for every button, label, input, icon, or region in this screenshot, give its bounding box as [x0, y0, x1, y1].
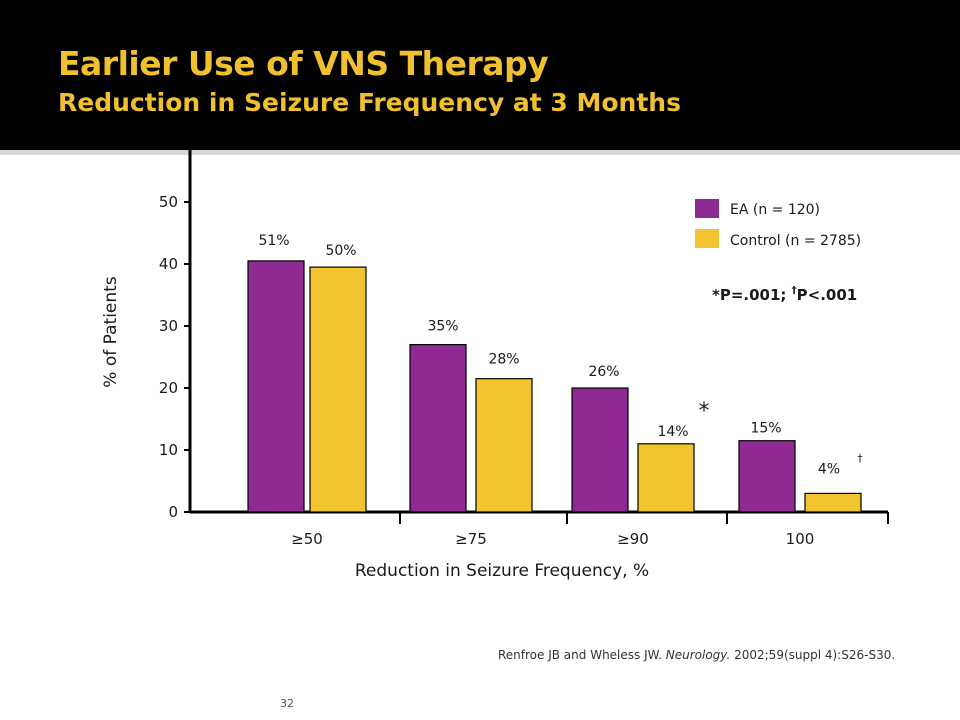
- bar-value-label: 51%: [258, 233, 289, 249]
- bar-value-label: 15%: [750, 421, 781, 437]
- y-axis-label: % of Patients: [101, 276, 121, 388]
- x-axis-label: Reduction in Seizure Frequency, %: [355, 561, 649, 581]
- citation: Renfroe JB and Wheless JW. Neurology. 20…: [498, 648, 895, 662]
- legend-label-ea: EA (n = 120): [730, 202, 820, 218]
- title-divider: [0, 150, 960, 155]
- page-number: 32: [280, 697, 294, 710]
- bar-value-label: 28%: [488, 352, 519, 368]
- significance-marker: †: [857, 452, 863, 465]
- x-tick-label: ≥75: [455, 530, 487, 548]
- x-tick-label: ≥90: [617, 530, 649, 548]
- bar-control: [475, 378, 533, 513]
- y-tick-label: 10: [159, 441, 178, 459]
- p-value-annotation: *P=.001; †P<.001: [712, 285, 857, 304]
- citation-authors: Renfroe JB and Wheless JW.: [498, 648, 666, 662]
- significance-marker: *: [699, 399, 710, 424]
- legend-swatch-ea: [695, 199, 719, 218]
- y-tick-label: 30: [159, 317, 178, 335]
- y-tick-label: 40: [159, 255, 178, 273]
- x-tick-label: ≥50: [291, 530, 323, 548]
- y-tick-label: 0: [168, 503, 178, 521]
- citation-journal: Neurology.: [665, 648, 731, 662]
- x-tick-label: 100: [786, 530, 815, 548]
- citation-details: 2002;59(suppl 4):S26-S30.: [730, 648, 896, 662]
- slide-subtitle: Reduction in Seizure Frequency at 3 Mont…: [58, 88, 681, 117]
- y-tick-label: 20: [159, 379, 178, 397]
- title-banner: [0, 0, 960, 150]
- bar-control: [309, 266, 367, 513]
- bar-control: [637, 443, 695, 513]
- legend-swatch-control: [695, 229, 719, 248]
- bar-value-label: 4%: [818, 461, 840, 477]
- slide-title: Earlier Use of VNS Therapy: [58, 44, 549, 83]
- y-tick-label: 50: [159, 193, 178, 211]
- bar-value-label: 26%: [588, 364, 619, 380]
- bar-ea: [247, 260, 305, 513]
- bar-ea: [738, 440, 796, 513]
- bar-ea: [571, 387, 629, 513]
- bar-value-label: 14%: [657, 424, 688, 440]
- bar-control: [804, 492, 862, 513]
- bar-ea: [409, 344, 467, 513]
- bar-value-label: 35%: [427, 319, 458, 335]
- legend-label-control: Control (n = 2785): [730, 233, 861, 249]
- bar-value-label: 50%: [325, 243, 356, 259]
